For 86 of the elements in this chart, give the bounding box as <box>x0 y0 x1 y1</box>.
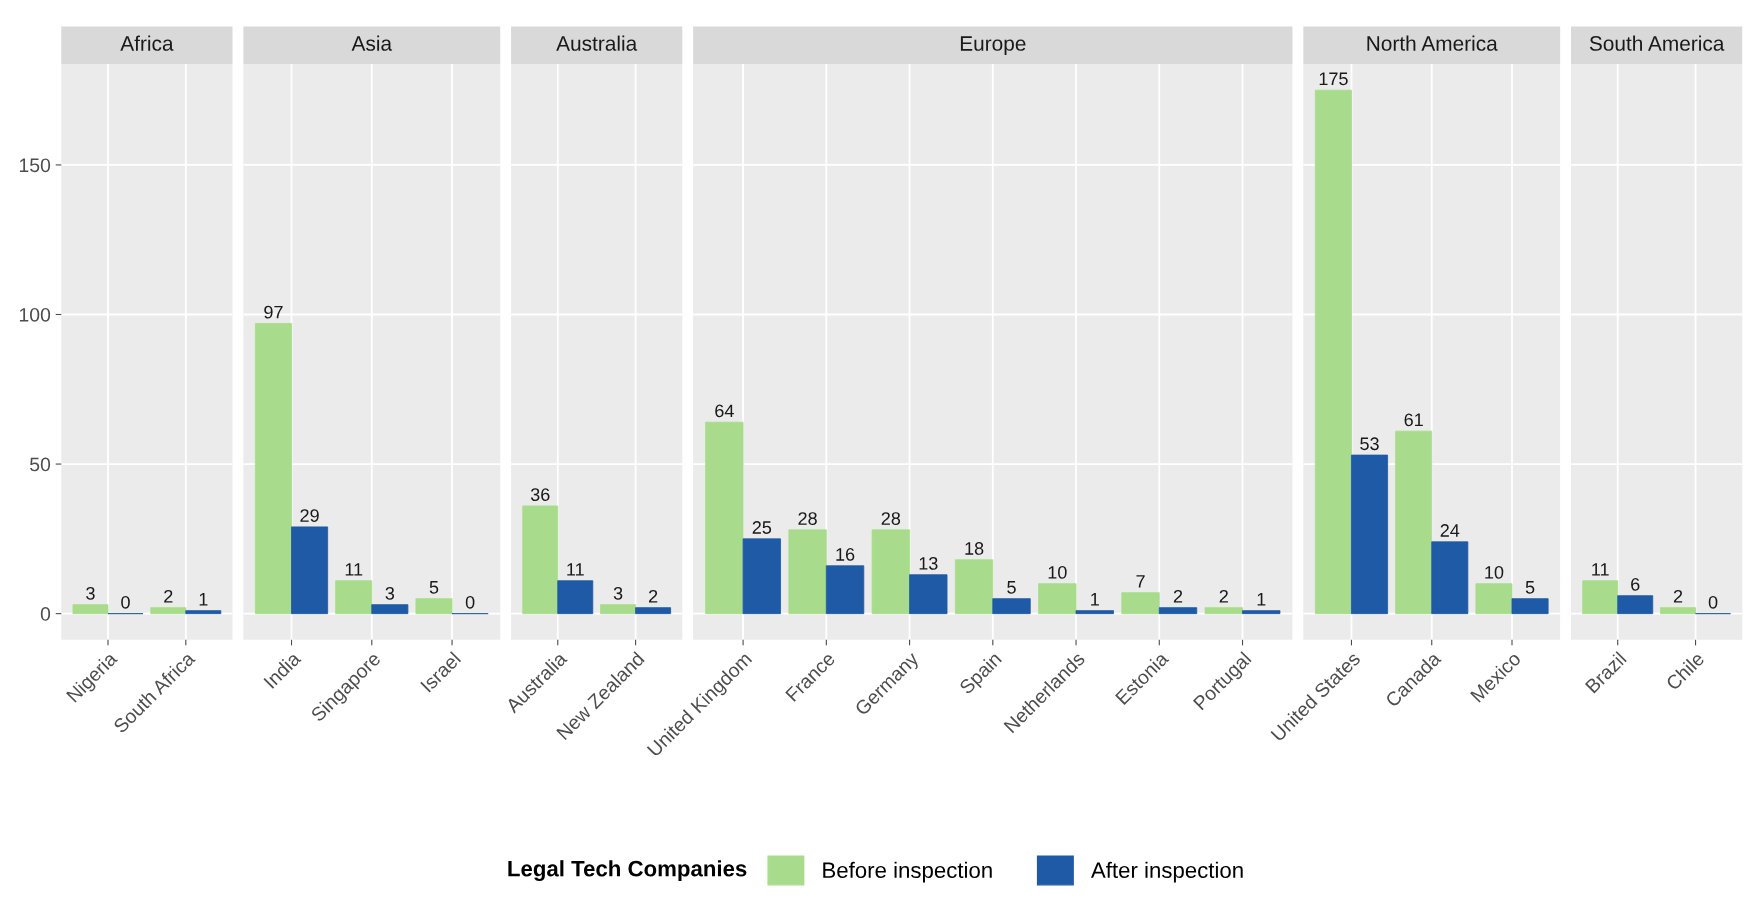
bar <box>335 580 373 615</box>
bar <box>1242 610 1281 615</box>
bar <box>1511 598 1549 615</box>
bar <box>1475 583 1513 615</box>
chart-title: Asia <box>351 35 393 51</box>
data-label: 61 <box>1404 413 1423 427</box>
data-label: 25 <box>752 521 772 534</box>
data-label: 2 <box>649 589 658 603</box>
data-label: 1 <box>1091 593 1099 606</box>
data-label: 5 <box>1525 581 1535 594</box>
data-label: 18 <box>965 542 984 555</box>
data-label: 2 <box>1673 589 1683 603</box>
bar <box>1582 580 1619 615</box>
data-label: 36 <box>530 488 550 501</box>
data-label: 11 <box>345 563 363 576</box>
bar <box>1617 595 1654 615</box>
bar <box>1038 583 1077 615</box>
bar <box>788 529 827 615</box>
bar <box>415 598 453 615</box>
bar <box>1121 592 1160 615</box>
bar <box>705 421 744 615</box>
data-label: 13 <box>919 557 938 570</box>
data-label: 3 <box>385 586 395 600</box>
data-label: 97 <box>264 305 283 319</box>
data-label: 2 <box>164 589 173 603</box>
bar <box>185 610 222 615</box>
data-label: 24 <box>1440 524 1460 537</box>
bar <box>1351 454 1389 615</box>
bar <box>600 604 637 615</box>
data-label: 1 <box>1257 593 1266 606</box>
bar <box>825 565 865 615</box>
chart-title: Europe <box>960 36 1026 55</box>
bar <box>522 505 559 615</box>
data-label: 7 <box>1136 575 1145 588</box>
bar <box>557 580 594 615</box>
data-label: 0 <box>121 595 130 609</box>
data-label: 11 <box>567 563 584 576</box>
data-label: 11 <box>1592 563 1609 576</box>
data-label: 64 <box>715 404 734 418</box>
data-label: 2 <box>1219 589 1228 603</box>
bar <box>742 538 781 615</box>
bar <box>1660 607 1696 615</box>
legend-label: After inspection <box>1090 861 1243 883</box>
bar <box>635 607 672 615</box>
y-tick-label: 0 <box>40 607 51 621</box>
bar <box>150 607 187 615</box>
bar <box>954 559 994 615</box>
data-label: 3 <box>86 586 95 600</box>
chart-title: South America <box>1589 35 1725 51</box>
data-label: 10 <box>1048 565 1067 579</box>
bar <box>1314 89 1352 615</box>
data-label: 3 <box>613 586 623 600</box>
bar <box>1395 430 1433 615</box>
bar <box>291 526 329 615</box>
data-label: 5 <box>1007 581 1016 594</box>
bar <box>992 598 1031 615</box>
data-label: 29 <box>300 509 319 522</box>
data-label: 10 <box>1485 565 1504 579</box>
data-label: 28 <box>798 512 817 525</box>
data-label: 1 <box>199 593 208 606</box>
bar <box>1158 607 1198 615</box>
data-label: 0 <box>1708 595 1718 609</box>
data-label: 5 <box>429 581 439 594</box>
data-label: 16 <box>836 548 855 561</box>
chart-title: Africa <box>120 35 174 51</box>
chart-title: North America <box>1367 35 1498 51</box>
y-tick-label: 150 <box>19 158 51 173</box>
bar <box>909 574 948 615</box>
bar <box>371 604 409 615</box>
data-label: 53 <box>1360 437 1379 451</box>
chart-title: Australia <box>556 35 638 51</box>
data-label: 28 <box>881 512 901 525</box>
bar <box>1431 541 1469 615</box>
bar <box>1075 610 1114 615</box>
bar <box>1204 607 1243 615</box>
data-label: 0 <box>465 595 475 609</box>
y-tick-label: 50 <box>30 457 51 472</box>
data-label: 2 <box>1173 589 1183 603</box>
bar <box>72 604 109 615</box>
data-label: 175 <box>1319 72 1348 86</box>
bar <box>871 529 910 615</box>
legend-label: Before inspection <box>823 861 992 883</box>
bar <box>254 323 292 615</box>
y-tick-label: 100 <box>19 307 51 322</box>
legend-title: Legal Tech Companies <box>508 860 747 881</box>
data-label: 6 <box>1631 577 1640 591</box>
